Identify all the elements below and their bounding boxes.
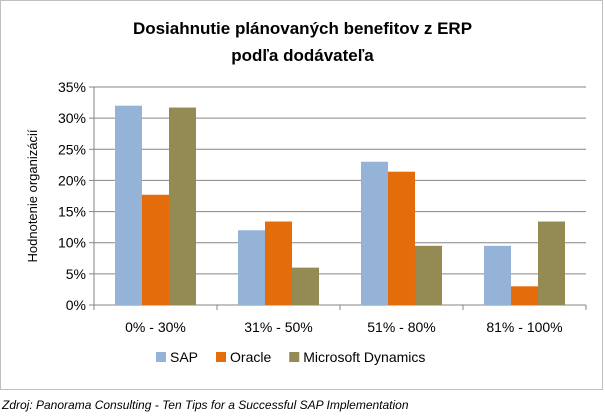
legend-swatch [289,352,300,362]
bar-sap [361,161,388,305]
x-tick-label: 51% - 80% [367,319,435,335]
bar-microsoft-dynamics [415,245,442,305]
bar-microsoft-dynamics [292,267,319,305]
y-tick-label: 35% [58,79,86,95]
bar-oracle [265,221,292,305]
legend-label: SAP [170,349,198,365]
legend-label: Microsoft Dynamics [303,349,425,365]
bar-chart: 0% 5% 10% 15% 20% 25% 30% 35% Hodnotenie organiz… [25,79,587,365]
chart-title-line-2: podľa dodávateľa [231,46,374,65]
legend-swatch [156,352,166,362]
legend-swatch [216,352,227,362]
bar-microsoft-dynamics [169,107,196,305]
bar-oracle [511,286,538,305]
y-tick-label: 10% [58,235,86,251]
chart-title: Dosiahnutie plánovaných benefitov z ERP … [1,15,604,69]
x-tick-label: 31% - 50% [244,319,312,335]
bar-oracle [388,171,415,305]
y-tick-label: 5% [66,266,86,282]
bar-microsoft-dynamics [538,221,565,305]
chart-title-line-1: Dosiahnutie plánovaných benefitov z ERP [132,19,473,38]
y-tick-label: 0% [66,297,86,313]
legend-label: Oracle [230,349,271,365]
x-tick-label: 0% - 30% [125,319,186,335]
bar-sap [238,230,265,305]
x-tick-label: 81% - 100% [486,319,562,335]
source-caption: Zdroj: Panorama Consulting - Ten Tips fo… [2,398,409,412]
y-axis-label: Hodnotenie organizácií [25,129,40,262]
y-tick-label: 30% [58,110,86,126]
bar-sap [115,105,142,305]
y-tick-label: 15% [58,204,86,220]
chart-frame: Dosiahnutie plánovaných benefitov z ERP … [0,0,603,390]
y-tick-label: 25% [58,141,86,157]
bar-oracle [142,194,169,305]
bar-sap [484,245,511,305]
y-tick-label: 20% [58,172,86,188]
